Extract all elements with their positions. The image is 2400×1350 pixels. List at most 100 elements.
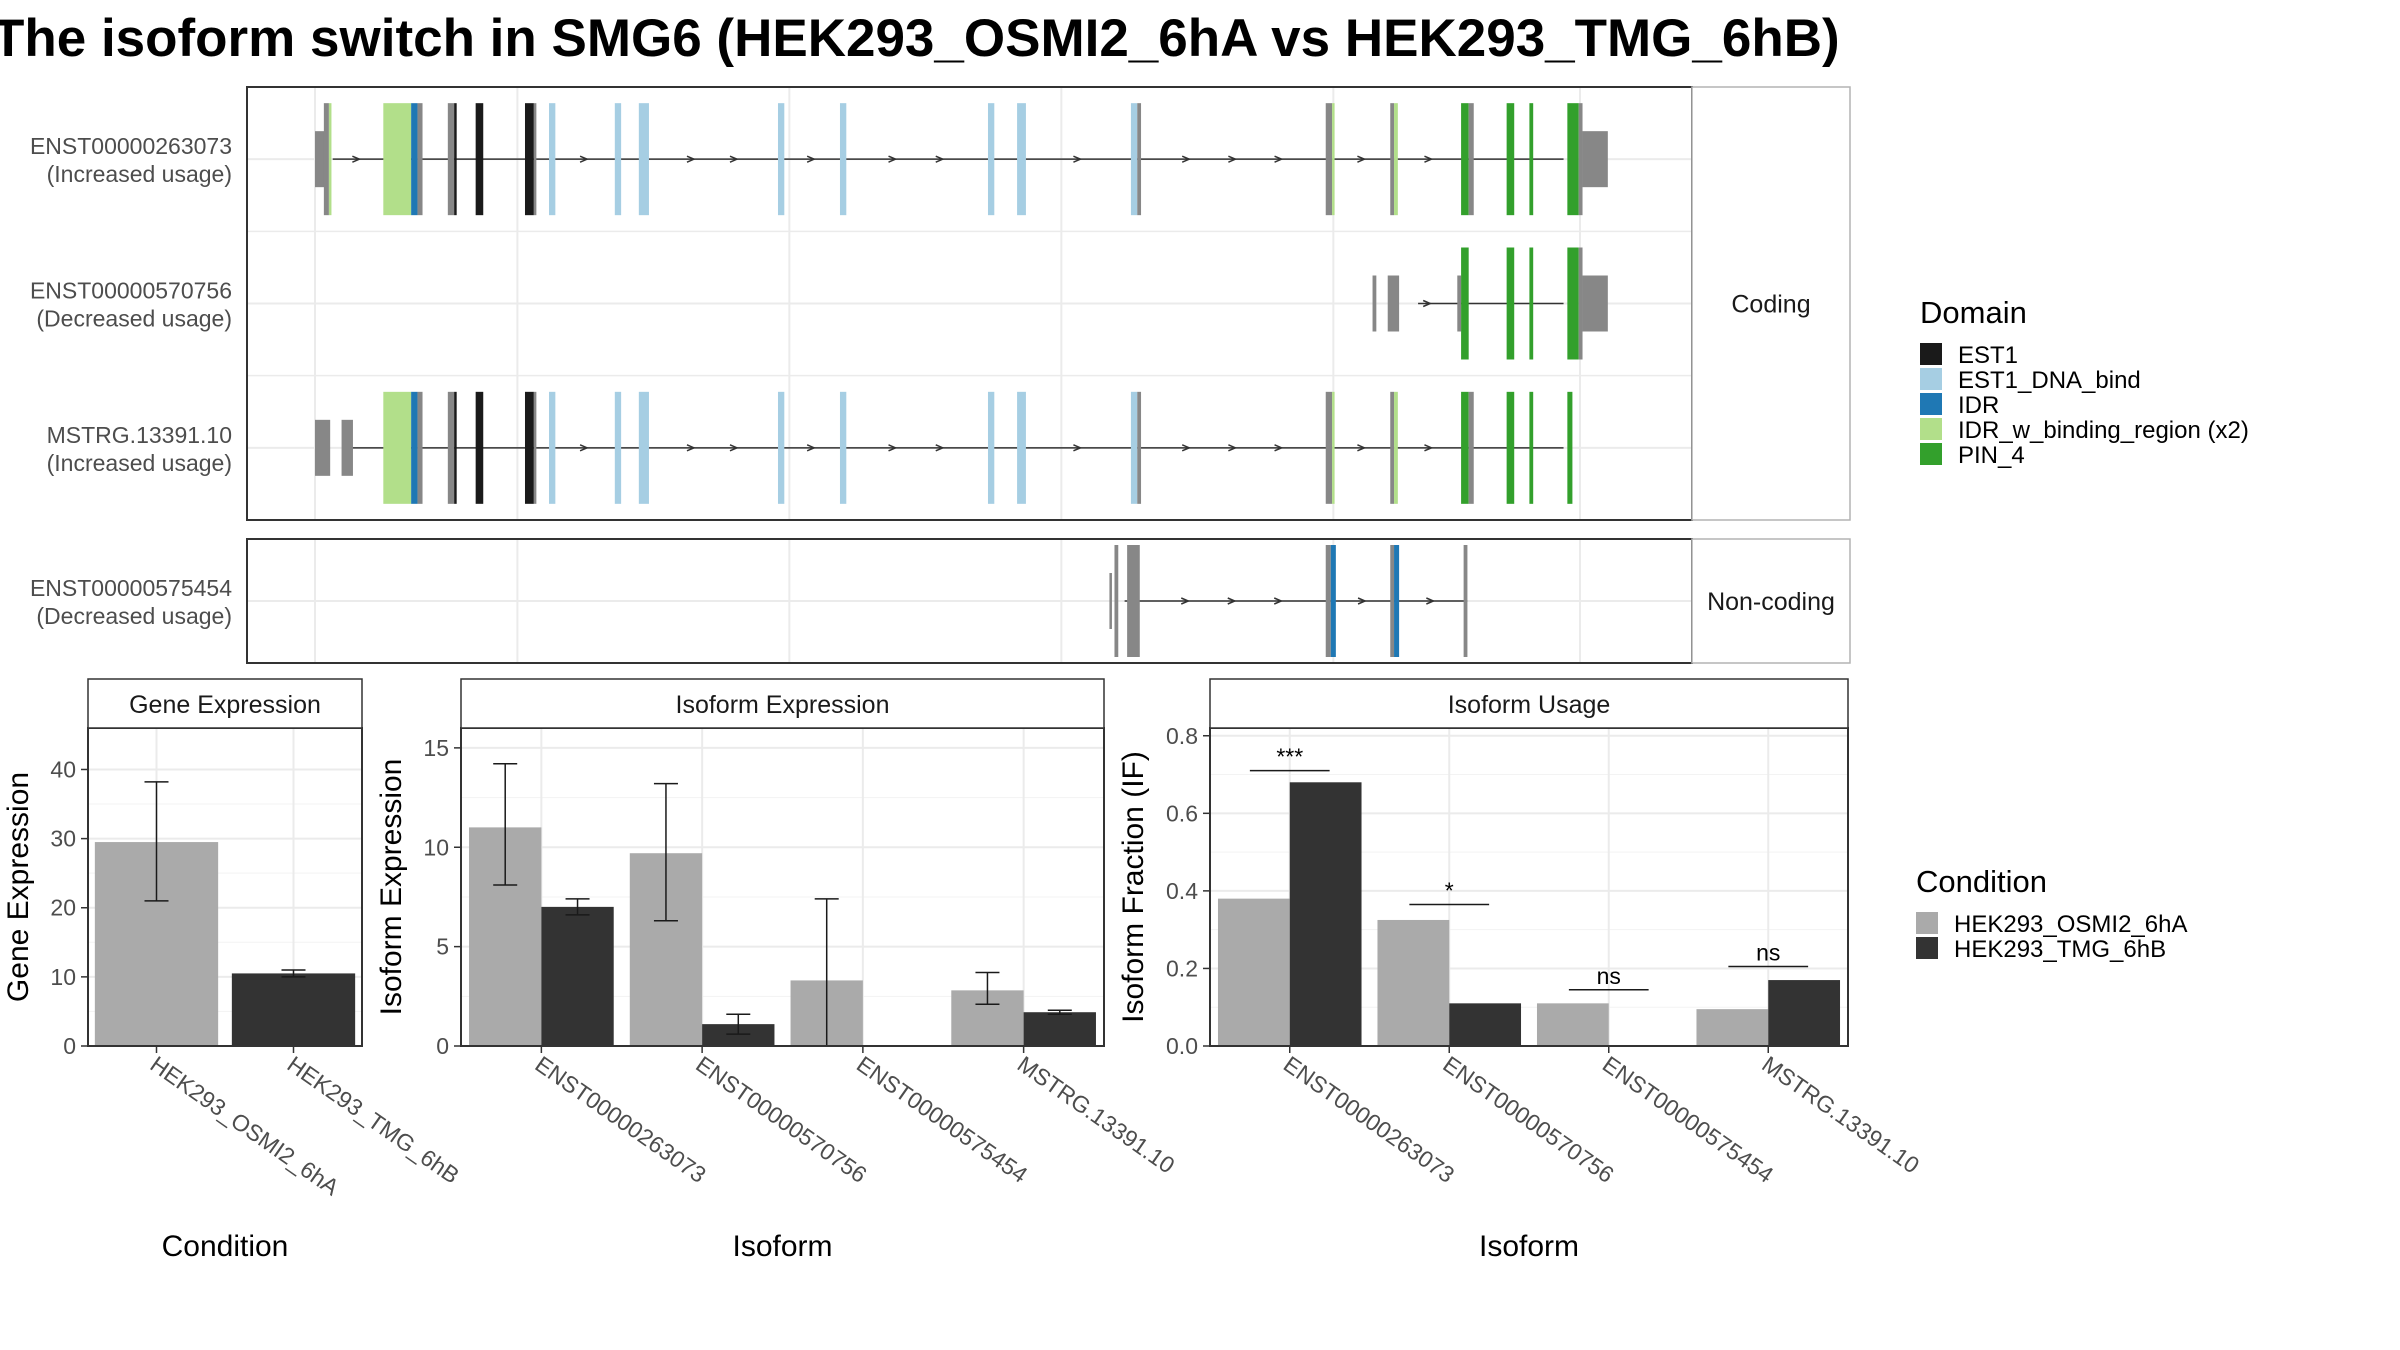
x-tick-label: ENST00000263073	[531, 1051, 711, 1188]
exon-pin-4	[1529, 391, 1534, 504]
exon-est1-dna-bind	[614, 391, 622, 504]
direction-arrow	[686, 155, 696, 163]
legend-key-swatch	[1920, 393, 1942, 415]
exon-est1	[454, 103, 457, 216]
exon-est1-dna-bind	[549, 391, 556, 504]
y-tick-label: 0	[436, 1033, 449, 1059]
legend-item-label: IDR	[1958, 392, 1999, 419]
y-tick-label: 10	[423, 834, 449, 860]
direction-arrow	[935, 155, 945, 163]
exon-utr	[1578, 103, 1583, 216]
direction-arrow	[579, 155, 589, 163]
exon-est1	[524, 103, 534, 216]
y-axis-title: Isoform Expression	[375, 759, 408, 1016]
bar-enst00000575454-a	[1536, 1003, 1609, 1046]
transcript-id-label: ENST00000263073	[30, 133, 232, 159]
legend-item-label: HEK293_TMG_6hB	[1954, 936, 2166, 963]
bar-mstrg-13391-10-a	[1696, 1009, 1769, 1046]
direction-arrow	[806, 444, 817, 452]
x-axis-title: Isoform	[732, 1230, 832, 1263]
exon-idr	[1394, 545, 1400, 657]
transcript-usage-label: (Increased usage)	[47, 161, 232, 187]
exon-pin-4	[1506, 247, 1515, 360]
legend-key-swatch	[1920, 368, 1942, 390]
exon-utr	[1372, 275, 1377, 332]
x-tick-label: MSTRG.13391.10	[1757, 1051, 1924, 1179]
exon-est1-dna-bind	[638, 103, 649, 216]
x-tick-label: ENST00000575454	[1598, 1051, 1779, 1188]
exon-utr	[1109, 573, 1112, 629]
transcript-usage-label: (Decreased usage)	[36, 603, 232, 629]
legend-title: Condition	[1916, 864, 2047, 899]
direction-arrow	[1273, 597, 1284, 605]
facet-strip	[460, 678, 1105, 729]
exon-idr-w-binding-region-x2	[383, 391, 412, 504]
exon-est1	[454, 391, 457, 504]
direction-arrow	[1181, 155, 1192, 163]
facet-strip-label: Gene Expression	[129, 691, 321, 719]
bar-enst00000263073-b	[541, 906, 614, 1046]
exon-est1-dna-bind	[1130, 391, 1138, 504]
direction-arrow	[935, 444, 945, 452]
y-tick-label: 0.8	[1166, 723, 1198, 749]
direction-arrow	[686, 444, 696, 452]
legend-key-swatch	[1920, 418, 1942, 440]
facet-strip-label: Coding	[1731, 291, 1810, 319]
y-tick-label: 40	[50, 756, 76, 782]
bar-enst00000263073-b	[1289, 782, 1362, 1046]
legend-item-label: PIN_4	[1958, 442, 2025, 469]
direction-arrow	[1424, 444, 1434, 452]
exon-est1	[475, 391, 484, 504]
x-tick-label: ENST00000263073	[1279, 1051, 1459, 1188]
legend-item-label: EST1_DNA_bind	[1958, 367, 2141, 394]
facet-strip-label: Non-coding	[1707, 588, 1835, 616]
exon-utr	[417, 103, 423, 216]
direction-arrow	[1180, 597, 1191, 605]
exon-pin-4	[1567, 103, 1579, 216]
bar-enst00000570756-b	[702, 1024, 775, 1046]
direction-arrow	[1426, 597, 1436, 605]
exon-utr	[1390, 545, 1395, 657]
exon-pin-4	[1461, 247, 1469, 360]
exon-pin-4	[1461, 391, 1469, 504]
exon-idr-w-binding-region-x2	[1332, 103, 1335, 216]
bar-mstrg-13391-10-b	[1768, 980, 1841, 1046]
bar-enst00000570756-a	[1377, 919, 1450, 1046]
exon-est1-dna-bind	[839, 391, 847, 504]
exon-pin-4	[1529, 103, 1534, 216]
legend-item-label: EST1	[1958, 342, 2018, 369]
exon-est1	[475, 103, 484, 216]
legend-key-swatch	[1920, 343, 1942, 365]
transcript-usage-label: (Decreased usage)	[36, 306, 232, 332]
exon-utr	[1114, 545, 1119, 657]
exon-utr	[315, 131, 327, 188]
exon-idr-w-binding-region-x2	[328, 103, 332, 216]
direction-arrow	[579, 444, 589, 452]
exon-utr	[1390, 103, 1395, 216]
exon-utr	[447, 391, 455, 504]
exon-idr	[411, 103, 418, 216]
y-axis-title: Isoform Fraction (IF)	[1117, 751, 1150, 1023]
exon-est1-dna-bind	[1017, 391, 1026, 504]
exon-utr	[417, 391, 423, 504]
exon-utr	[1127, 545, 1140, 657]
x-tick-label: ENST00000575454	[852, 1051, 1033, 1188]
y-tick-label: 5	[436, 934, 449, 960]
y-tick-label: 0.6	[1166, 800, 1198, 826]
exon-utr	[533, 103, 537, 216]
exon-pin-4	[1567, 391, 1573, 504]
significance-label: ns	[1597, 963, 1621, 989]
legend-key-swatch	[1920, 443, 1942, 465]
exon-utr	[315, 419, 331, 476]
bar-mstrg-13391-10-b	[1023, 1012, 1096, 1046]
exon-pin-4	[1529, 247, 1534, 360]
transcript-id-label: ENST00000575454	[30, 575, 232, 601]
exon-utr	[1463, 545, 1468, 657]
bar-enst00000570756-b	[1449, 1003, 1522, 1046]
facet-strip-label: Isoform Usage	[1448, 691, 1611, 719]
direction-arrow	[1274, 155, 1284, 163]
x-tick-label: ENST00000570756	[691, 1051, 871, 1188]
expression-charts: Gene Expression010203040HEK293_OSMI2_6hA…	[2, 678, 1924, 1263]
